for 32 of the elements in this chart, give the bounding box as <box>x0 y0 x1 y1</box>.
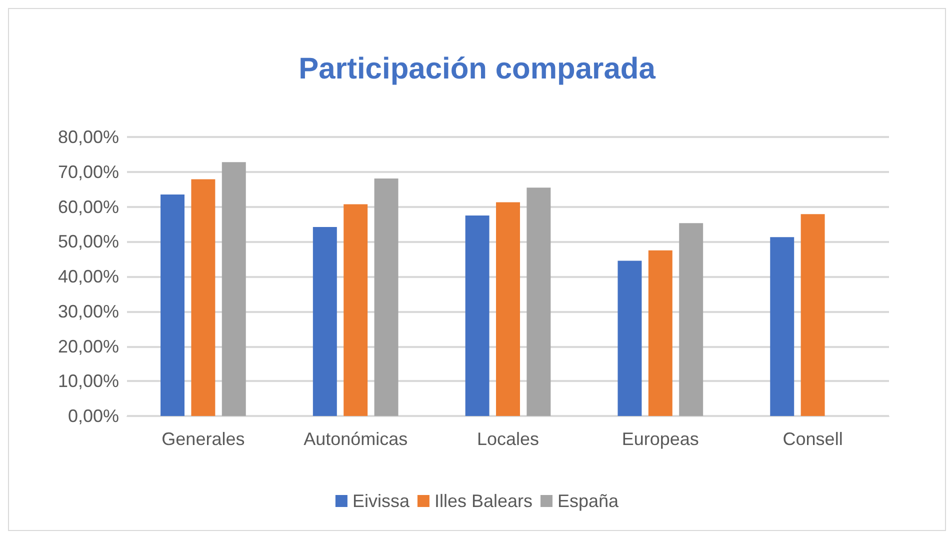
y-tick-label: 0,00% <box>68 406 119 426</box>
bar <box>191 179 216 416</box>
legend-label: Eivissa <box>352 491 410 511</box>
bar <box>800 214 825 416</box>
y-tick-label: 70,00% <box>58 162 119 182</box>
y-tick-label: 10,00% <box>58 371 119 392</box>
bar <box>679 223 704 416</box>
x-tick-label: Generales <box>162 429 245 449</box>
bar <box>465 215 490 416</box>
y-tick-label: 20,00% <box>58 336 119 356</box>
y-tick-label: 50,00% <box>58 232 119 252</box>
bar <box>526 188 551 416</box>
bar <box>496 202 520 416</box>
bar <box>770 237 794 416</box>
y-tick-label: 60,00% <box>58 196 119 217</box>
bar <box>312 226 337 416</box>
y-tick-label: 30,00% <box>58 301 119 322</box>
x-tick-label: Consell <box>782 429 843 449</box>
bar <box>648 250 672 416</box>
y-tick-label: 40,00% <box>58 266 119 286</box>
x-tick-label: Locales <box>476 429 540 449</box>
legend-label: España <box>558 491 620 511</box>
legend-label: Illes Balears <box>434 491 533 511</box>
x-tick-label: Europeas <box>622 429 699 449</box>
bar <box>374 178 398 416</box>
bar <box>618 260 642 416</box>
bar <box>222 162 246 416</box>
x-tick-label: Autonómicas <box>304 429 408 449</box>
bar <box>160 194 184 416</box>
chart-title: Participación comparada <box>298 52 656 86</box>
y-tick-label: 80,00% <box>58 127 119 147</box>
bar <box>344 204 368 416</box>
